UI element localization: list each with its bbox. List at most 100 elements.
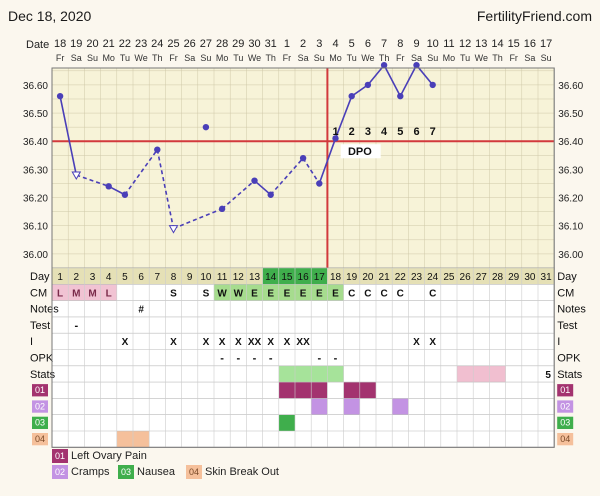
day-number: 3 <box>90 272 96 283</box>
row-label-right: I <box>557 336 560 348</box>
date-tick: 8 <box>397 38 403 50</box>
y-tick-right: 36.30 <box>558 165 583 176</box>
day-number: 22 <box>395 272 407 283</box>
weekday-tick: Fr <box>56 53 65 63</box>
temp-line-segment <box>302 157 320 184</box>
temp-line-segment <box>173 208 223 230</box>
date-tick: 4 <box>332 38 338 50</box>
intercourse-mark: X <box>235 337 242 348</box>
legend-label: Skin Break Out <box>205 466 279 478</box>
day-cell <box>392 268 409 285</box>
dpo-label-bg <box>340 144 381 159</box>
temp-point <box>316 180 323 187</box>
date-tick: 12 <box>459 38 471 50</box>
date-tick: 10 <box>427 38 439 50</box>
weekday-tick: Sa <box>524 53 535 63</box>
cm-cell-bg <box>68 284 85 301</box>
row-label-box <box>32 400 48 413</box>
temp-point <box>332 135 339 142</box>
day-cell <box>246 268 263 285</box>
day-cell <box>149 268 166 285</box>
dpo-label: DPO <box>348 146 372 158</box>
day-cell <box>327 268 344 285</box>
row-label-left: Test <box>30 320 50 332</box>
day-cell <box>505 268 522 285</box>
legend-code: 03 <box>118 465 135 479</box>
symptom-cell <box>392 398 409 415</box>
y-tick-left: 36.30 <box>23 165 48 176</box>
row-label-right: Day <box>557 271 577 283</box>
temp-line-segment <box>76 174 109 188</box>
day-number: 4 <box>106 272 112 283</box>
temp-line-segment <box>399 64 418 97</box>
row-label-box <box>32 384 48 397</box>
temp-point <box>105 183 112 190</box>
symptom-cell <box>278 382 295 399</box>
day-cell <box>424 268 441 285</box>
day-number: 20 <box>362 272 374 283</box>
intercourse-mark: X <box>413 337 420 348</box>
legend-nausea: 03 Nausea <box>118 465 175 479</box>
y-tick-right: 36.10 <box>558 222 583 233</box>
day-number: 31 <box>541 272 553 283</box>
day-cell <box>376 268 393 285</box>
legend-label: Nausea <box>137 466 175 478</box>
day-cell <box>181 268 198 285</box>
date-label: Date <box>26 39 49 51</box>
y-tick-left: 36.00 <box>23 250 48 261</box>
date-tick: 23 <box>135 38 147 50</box>
temp-point <box>413 61 420 69</box>
y-tick-right: 36.00 <box>558 250 583 261</box>
y-tick-left: 36.10 <box>23 222 48 233</box>
day-cell <box>473 268 490 285</box>
intercourse-mark: XX <box>248 337 262 348</box>
date-tick: 29 <box>232 38 244 50</box>
day-number: 10 <box>200 272 212 283</box>
weekday-tick: We <box>134 53 147 63</box>
dpo-number: 3 <box>365 126 371 138</box>
day-number: 19 <box>346 272 358 283</box>
row-label-left: OPK <box>30 353 54 365</box>
weekday-tick: Sa <box>298 53 309 63</box>
day-cell <box>133 268 150 285</box>
date-tick: 13 <box>475 38 487 50</box>
row-label-left: Day <box>30 271 50 283</box>
day-cell <box>295 268 312 285</box>
temp-point <box>348 92 355 100</box>
date-tick: 24 <box>151 38 163 50</box>
date-tick: 16 <box>524 38 536 50</box>
day-number: 13 <box>249 272 261 283</box>
weekday-tick: Su <box>200 53 211 63</box>
temp-line-segment <box>318 138 337 184</box>
day-cell <box>311 268 328 285</box>
cm-letter: S <box>203 288 210 299</box>
y-tick-right: 36.20 <box>558 194 583 205</box>
cm-letter: S <box>170 288 177 299</box>
date-tick: 1 <box>284 38 290 50</box>
weekday-tick: Mo <box>102 53 115 63</box>
weekday-tick: Fr <box>283 53 292 63</box>
row-label-left: 01 <box>35 385 45 395</box>
symptom-cell <box>311 382 328 399</box>
cm-letter: C <box>348 288 355 299</box>
cm-letter: W <box>217 288 227 299</box>
temp-point-open <box>71 171 82 181</box>
date-tick: 19 <box>70 38 82 50</box>
dpo-number: 6 <box>413 126 419 138</box>
symptom-cell <box>116 431 133 448</box>
date-tick: 28 <box>216 38 228 50</box>
day-number: 12 <box>233 272 245 283</box>
weekday-tick: Mo <box>329 53 342 63</box>
day-number: 2 <box>74 272 80 283</box>
day-cell <box>278 268 295 285</box>
legend-skin-break-out: 04 Skin Break Out <box>186 465 279 479</box>
weekday-tick: Tu <box>120 53 130 63</box>
row-label-right: Stats <box>557 369 583 381</box>
site-name: FertilityFriend.com <box>476 8 592 24</box>
intercourse-mark: XX <box>296 337 310 348</box>
weekday-tick: Su <box>427 53 438 63</box>
opk-mark: - <box>334 353 338 365</box>
intercourse-mark: X <box>429 337 436 348</box>
date-tick: 22 <box>119 38 131 50</box>
